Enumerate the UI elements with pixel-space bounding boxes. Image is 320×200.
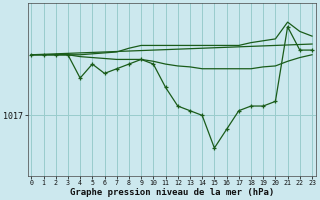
X-axis label: Graphe pression niveau de la mer (hPa): Graphe pression niveau de la mer (hPa)	[69, 188, 274, 197]
